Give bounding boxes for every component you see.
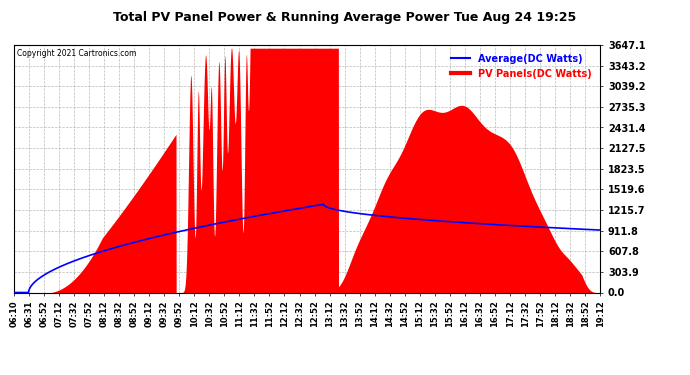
Text: Copyright 2021 Cartronics.com: Copyright 2021 Cartronics.com	[17, 49, 136, 58]
Text: Total PV Panel Power & Running Average Power Tue Aug 24 19:25: Total PV Panel Power & Running Average P…	[113, 11, 577, 24]
Legend: Average(DC Watts), PV Panels(DC Watts): Average(DC Watts), PV Panels(DC Watts)	[446, 50, 595, 82]
